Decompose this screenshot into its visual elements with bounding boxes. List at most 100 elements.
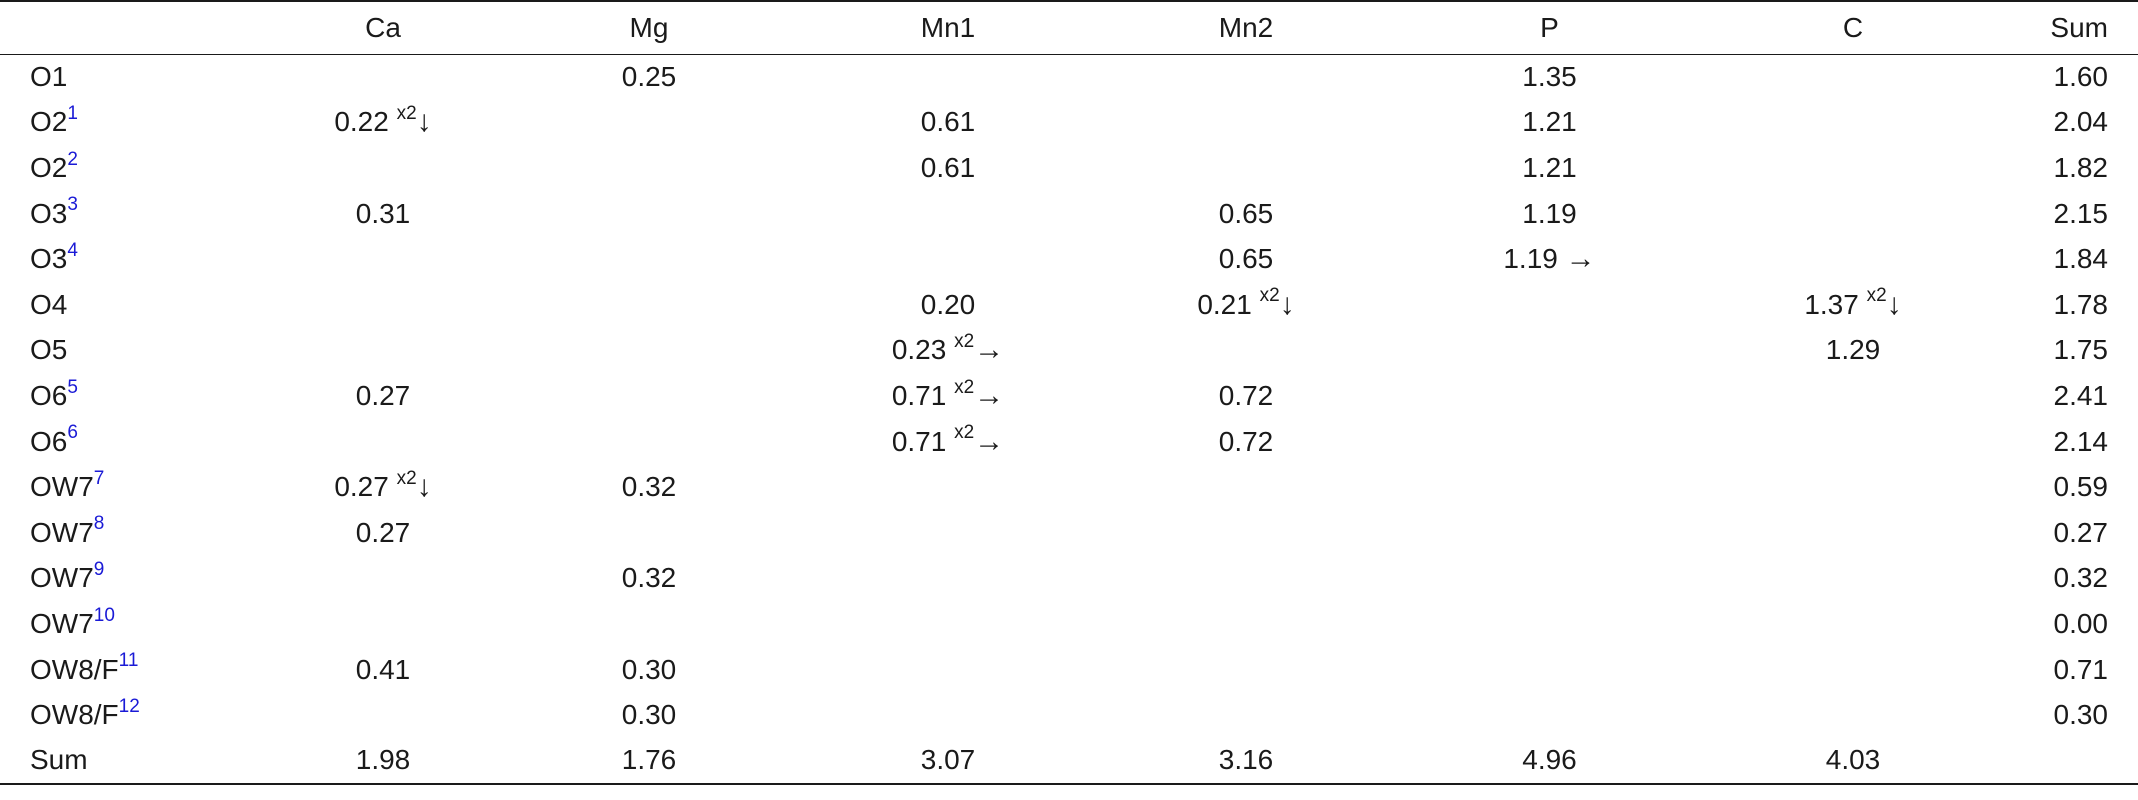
row-sum: 1.82 xyxy=(2053,151,2109,183)
header-row: Ca Mg Mn1 Mn2 P C Sum xyxy=(0,0,2138,55)
row-label-text: O5 xyxy=(30,334,68,366)
valence-value: 1.37 xyxy=(1804,288,1859,320)
valence-cell xyxy=(1096,464,1396,510)
valence-cell xyxy=(1396,510,1703,556)
valence-value: 0.27 xyxy=(355,379,411,411)
column-header: P xyxy=(1396,0,1703,55)
valence-cell: 0.41 xyxy=(268,647,498,693)
footnote-link[interactable]: 6 xyxy=(67,422,78,444)
valence-cell xyxy=(1703,191,2003,237)
valence-cell xyxy=(268,236,498,282)
arrow-right-icon: → xyxy=(974,378,1005,412)
valence-cell: 0.61 xyxy=(800,100,1096,146)
footnote-link[interactable]: 1 xyxy=(67,103,78,125)
valence-cell xyxy=(1396,419,1703,465)
valence-cell xyxy=(800,556,1096,602)
multiplicity-marker: x2 xyxy=(396,467,417,489)
valence-cell xyxy=(1396,556,1703,602)
valence-value: 1.35 xyxy=(1522,61,1577,93)
valence-value: 4.96 xyxy=(1522,744,1577,776)
valence-cell xyxy=(1096,328,1396,374)
sum-row: Sum 1.98 1.76 3.07 3.16 4.96 4.03 xyxy=(0,737,2138,785)
valence-value: 0.65 xyxy=(1218,243,1274,275)
row-label-text: OW8/F xyxy=(30,653,119,685)
row-label-text: O2 xyxy=(30,151,68,183)
column-header: C xyxy=(1703,0,2003,55)
row-label-text: OW7 xyxy=(30,471,94,503)
valence-cell xyxy=(1096,647,1396,693)
footnote-link[interactable]: 10 xyxy=(93,604,115,626)
arrow-right-icon: → xyxy=(974,424,1005,458)
row-label-text: O3 xyxy=(30,197,68,229)
arrow-down-icon: ↓ xyxy=(1886,287,1902,321)
table-row: O33 0.31 0.65 1.19 2.15 xyxy=(0,191,2138,237)
valence-cell: 1.29 xyxy=(1703,328,2003,374)
row-label-text: O6 xyxy=(30,379,68,411)
valence-cell: 0.22 x2↓ xyxy=(268,100,498,146)
valence-cell xyxy=(268,282,498,328)
multiplicity-marker: x2 xyxy=(1259,285,1280,307)
row-sum: 0.27 xyxy=(2053,516,2109,548)
row-label-text: Sum xyxy=(30,744,88,776)
row-sum: 2.04 xyxy=(2053,106,2109,138)
valence-value: 0.61 xyxy=(920,106,976,138)
valence-cell xyxy=(800,464,1096,510)
valence-cell xyxy=(800,191,1096,237)
valence-cell: 1.21 xyxy=(1396,145,1703,191)
table-row: OW710 0.00 xyxy=(0,601,2138,647)
table-row: O22 0.61 1.21 1.82 xyxy=(0,145,2138,191)
valence-cell xyxy=(498,191,800,237)
footnote-link[interactable]: 12 xyxy=(118,695,140,717)
valence-cell: 0.71 x2→ xyxy=(800,373,1096,419)
footnote-link[interactable]: 9 xyxy=(93,559,105,580)
row-label-text: O4 xyxy=(30,288,68,320)
valence-cell xyxy=(1703,692,2003,738)
valence-value: 0.65 xyxy=(1218,197,1274,229)
row-label-text: O1 xyxy=(30,61,68,93)
valence-value: 0.30 xyxy=(621,699,677,731)
valence-cell xyxy=(800,692,1096,738)
row-sum: 1.78 xyxy=(2053,288,2109,320)
valence-cell xyxy=(498,328,800,374)
valence-cell: 0.72 xyxy=(1096,373,1396,419)
valence-cell xyxy=(1703,419,2003,465)
arrow-down-icon: ↓ xyxy=(416,470,432,504)
valence-cell: 0.25 xyxy=(498,54,800,100)
footnote-link[interactable]: 11 xyxy=(118,650,139,672)
footnote-link[interactable]: 5 xyxy=(67,376,78,398)
valence-cell xyxy=(1703,145,2003,191)
table-row: O34 0.65 1.19 → 1.84 xyxy=(0,236,2138,282)
valence-cell: 3.16 xyxy=(1096,737,1396,785)
row-label: OW77 xyxy=(0,464,268,510)
valence-value: 1.98 xyxy=(355,744,411,776)
table-row: O5 0.23 x2→ 1.29 1.75 xyxy=(0,328,2138,374)
valence-cell xyxy=(800,54,1096,100)
valence-cell xyxy=(1703,556,2003,602)
footnote-link[interactable]: 3 xyxy=(67,194,78,216)
valence-value: 4.03 xyxy=(1825,744,1881,776)
row-label: O22 xyxy=(0,145,268,191)
valence-value: 0.32 xyxy=(621,471,677,503)
valence-value: 1.21 xyxy=(1522,151,1577,183)
row-label: O33 xyxy=(0,191,268,237)
valence-cell: 0.61 xyxy=(800,145,1096,191)
footnote-link[interactable]: 8 xyxy=(93,513,105,535)
column-header: Mg xyxy=(498,0,800,55)
row-sum: 2.41 xyxy=(2053,379,2109,411)
valence-value: 1.21 xyxy=(1522,106,1577,138)
valence-cell: 1.98 xyxy=(268,737,498,785)
valence-cell xyxy=(1396,601,1703,647)
arrow-down-icon: ↓ xyxy=(416,105,432,139)
valence-cell xyxy=(268,419,498,465)
footnote-link[interactable]: 4 xyxy=(67,239,78,261)
row-label-text: OW8/F xyxy=(30,699,119,731)
table-row: O21 0.22 x2↓ 0.61 1.21 2.04 xyxy=(0,100,2138,146)
valence-cell: 4.96 xyxy=(1396,737,1703,785)
table-row: O1 0.25 1.35 1.60 xyxy=(0,54,2138,100)
footnote-link[interactable]: 2 xyxy=(67,148,78,170)
table-row: OW8/F12 0.30 0.30 xyxy=(0,692,2138,738)
table-row: OW77 0.27 x2↓ 0.32 0.59 xyxy=(0,464,2138,510)
row-label: OW78 xyxy=(0,510,268,556)
column-header xyxy=(0,0,268,55)
footnote-link[interactable]: 7 xyxy=(93,467,105,489)
